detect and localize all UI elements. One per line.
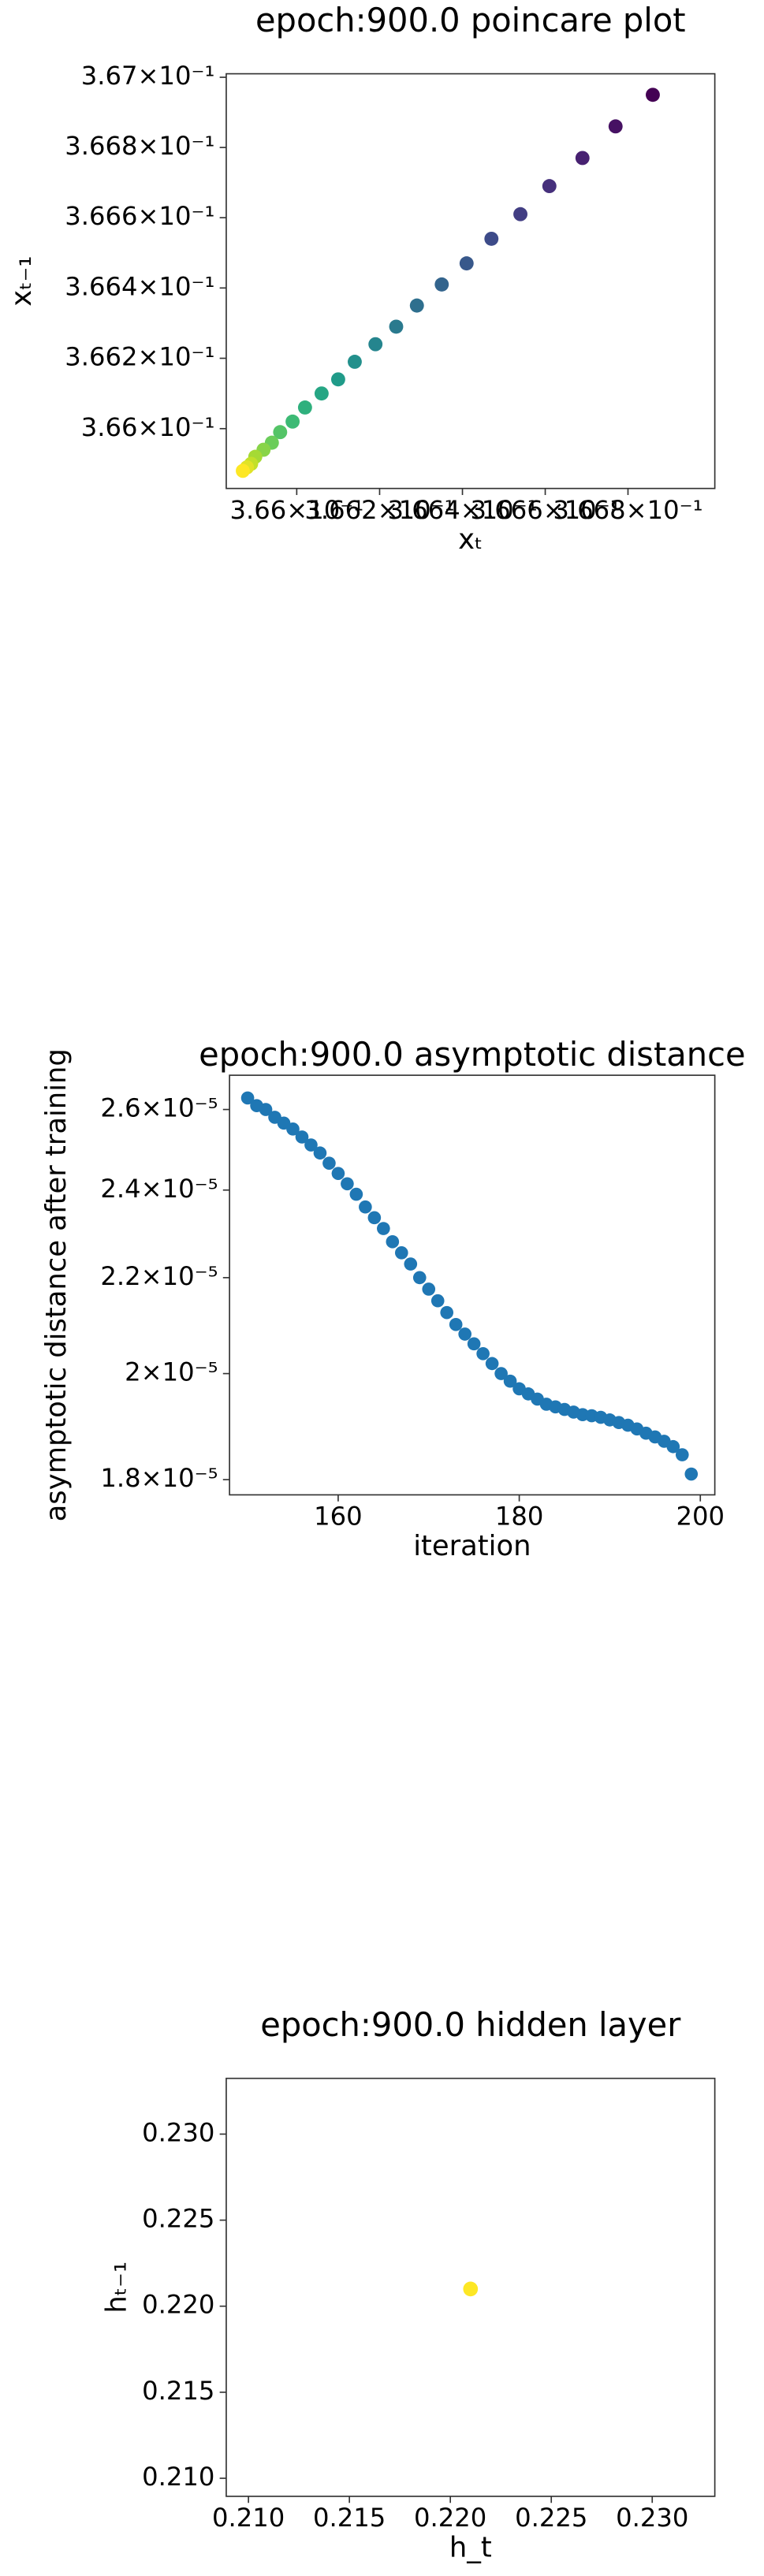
scatter-point: [467, 1337, 481, 1351]
x-tick-label: 3.664×10⁻¹: [387, 495, 537, 525]
x-tick-label: 3.66×10⁻¹: [230, 495, 364, 525]
scatter-point: [494, 1367, 508, 1380]
y-tick-label: 0.220: [142, 2290, 214, 2320]
scatter-point: [389, 319, 404, 334]
y-axis-label: asymptotic distance after training: [40, 1048, 73, 1521]
y-tick-label: 2×10⁻⁵: [125, 1357, 218, 1387]
scatter-point: [575, 151, 590, 166]
plot-frame: [225, 73, 716, 490]
y-tick-label: 3.66×10⁻¹: [81, 412, 215, 442]
scatter-point: [463, 2281, 479, 2297]
chart-title: epoch:900.0 asymptotic distance: [199, 1035, 745, 1074]
x-tick-label: 0.210: [212, 2503, 285, 2533]
y-tick-label: 0.215: [142, 2376, 214, 2406]
y-axis-label: hₜ₋₁: [101, 2261, 133, 2314]
plot-frame: [229, 1074, 716, 1496]
y-tick-label: 0.210: [142, 2462, 214, 2492]
scatter-point: [675, 1448, 689, 1461]
scatter-point: [409, 298, 424, 313]
scatter-point: [313, 1146, 327, 1160]
x-axis-label: xₜ: [458, 523, 483, 556]
scatter-point: [348, 355, 362, 369]
scatter-point: [459, 256, 474, 271]
scatter-point: [386, 1234, 400, 1249]
scatter-point: [440, 1305, 454, 1320]
scatter-point: [404, 1257, 418, 1271]
scatter-point: [330, 372, 345, 387]
scatter-point: [377, 1222, 390, 1235]
scatter-point: [422, 1282, 436, 1296]
y-tick-label: 3.666×10⁻¹: [65, 201, 214, 231]
y-tick-label: 3.662×10⁻¹: [65, 342, 214, 372]
chart-title: epoch:900.0 poincare plot: [255, 1, 686, 39]
scatter-point: [485, 1357, 499, 1371]
scatter-point: [314, 386, 329, 401]
scatter-point: [608, 119, 623, 134]
x-axis-label: iteration: [413, 1530, 531, 1562]
x-tick-label: 3.668×10⁻¹: [553, 495, 703, 525]
scatter-point: [359, 1200, 372, 1214]
y-tick-label: 1.8×10⁻⁵: [100, 1463, 218, 1493]
scatter-point: [368, 337, 383, 352]
scatter-point: [322, 1156, 336, 1170]
scatter-point: [646, 87, 660, 102]
x-tick-label: 160: [314, 1502, 363, 1532]
scatter-point: [349, 1187, 363, 1201]
x-tick-label: 3.666×10⁻¹: [470, 495, 620, 525]
scatter-point: [331, 1167, 345, 1180]
y-tick-label: 0.230: [142, 2117, 214, 2147]
y-tick-label: 0.225: [142, 2204, 214, 2234]
y-tick-label: 2.2×10⁻⁵: [100, 1261, 218, 1291]
chart-title: epoch:900.0 hidden layer: [260, 2005, 681, 2044]
scatter-point: [458, 1327, 471, 1341]
scatter-point: [295, 1130, 309, 1144]
scatter-point: [484, 231, 499, 246]
y-tick-label: 3.67×10⁻¹: [81, 61, 215, 91]
x-tick-label: 0.215: [313, 2503, 386, 2533]
scatter-point: [666, 1439, 680, 1454]
x-tick-label: 200: [676, 1502, 725, 1532]
scatter-point: [367, 1211, 382, 1225]
scatter-point: [476, 1346, 490, 1361]
scatter-point: [430, 1294, 445, 1308]
x-tick-label: 0.220: [414, 2503, 486, 2533]
y-tick-label: 3.668×10⁻¹: [65, 131, 214, 161]
y-tick-label: 2.6×10⁻⁵: [100, 1093, 218, 1123]
x-tick-label: 180: [495, 1502, 544, 1532]
scatter-point: [341, 1177, 354, 1191]
scatter-point: [304, 1138, 318, 1152]
x-tick-label: 0.225: [515, 2503, 587, 2533]
y-tick-label: 2.4×10⁻⁵: [100, 1174, 218, 1204]
scatter-point: [394, 1246, 408, 1260]
scatter-point: [297, 400, 312, 415]
scatter-point: [684, 1467, 699, 1481]
y-tick-label: 3.664×10⁻¹: [65, 271, 214, 301]
scatter-point: [285, 414, 300, 429]
scatter-point: [236, 463, 250, 478]
scatter-point: [513, 207, 527, 221]
x-axis-label: h_t: [449, 2531, 492, 2563]
scatter-point: [434, 277, 449, 292]
x-tick-label: 0.230: [616, 2503, 688, 2533]
scatter-point: [286, 1122, 300, 1136]
scatter-point: [449, 1317, 463, 1331]
scatter-point: [503, 1374, 517, 1388]
scatter-point: [240, 1091, 255, 1105]
scatter-point: [542, 179, 557, 194]
plot-frame: [225, 2077, 716, 2497]
scatter-point: [273, 425, 288, 440]
x-tick-label: 3.662×10⁻¹: [304, 495, 454, 525]
y-axis-label: xₜ₋₁: [6, 256, 38, 307]
scatter-point: [412, 1271, 427, 1285]
scatter-point: [259, 1103, 273, 1116]
